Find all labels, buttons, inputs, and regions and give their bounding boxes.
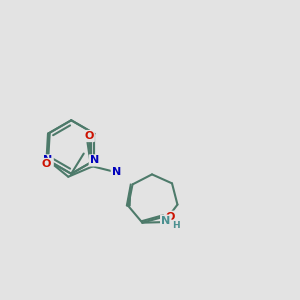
Text: N: N <box>44 155 53 165</box>
Text: H: H <box>172 220 179 230</box>
Text: N: N <box>90 155 99 165</box>
Text: O: O <box>84 131 94 141</box>
Polygon shape <box>126 184 130 206</box>
Text: O: O <box>165 212 174 222</box>
Text: N: N <box>161 216 170 226</box>
Text: O: O <box>42 159 51 169</box>
Text: N: N <box>112 167 121 177</box>
